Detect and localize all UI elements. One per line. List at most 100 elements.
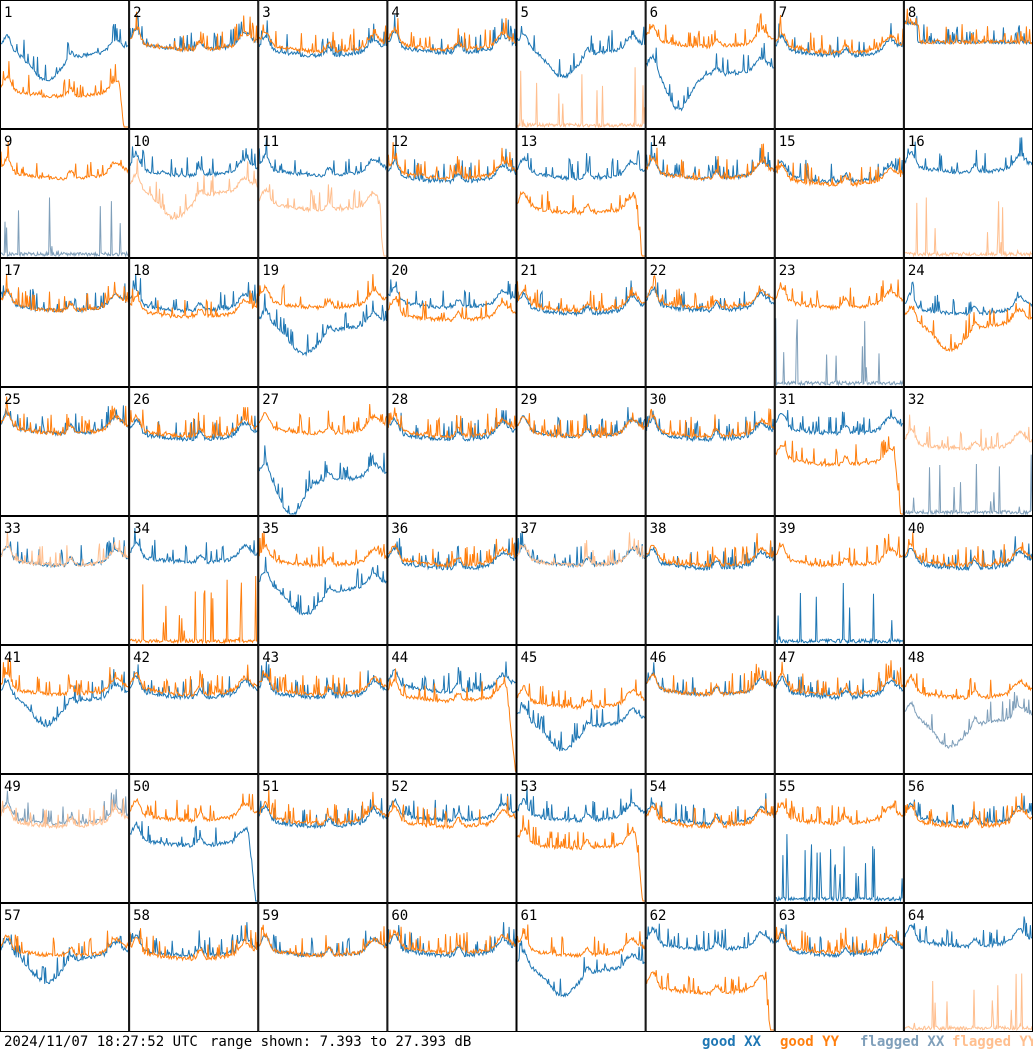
panel-label-56: 56 <box>908 779 925 795</box>
series-yy-panel-33 <box>0 531 129 568</box>
footer-bar: 2024/11/07 18:27:52 UTC range shown: 7.3… <box>0 1032 1033 1053</box>
panel-32: 32 <box>903 387 1033 516</box>
panel-border-59 <box>258 903 388 1032</box>
panel-label-53: 53 <box>521 779 538 795</box>
panel-label-48: 48 <box>908 650 925 666</box>
panel-border-39 <box>774 516 904 645</box>
series-xx-panel-19 <box>258 293 387 357</box>
series-yy-panel-54 <box>646 798 775 830</box>
legend-good-xx: good XX <box>702 1034 762 1050</box>
panel-border-5 <box>516 0 646 129</box>
panel-label-52: 52 <box>391 779 408 795</box>
series-yy-panel-2 <box>129 11 258 53</box>
series-xx-panel-16 <box>904 137 1033 175</box>
panel-9: 9 <box>0 129 130 258</box>
panel-border-7 <box>774 0 904 129</box>
panel-6: 6 <box>645 0 775 129</box>
series-xx-panel-18 <box>129 274 258 314</box>
series-xx-panel-55 <box>775 834 904 903</box>
panel-border-21 <box>516 258 646 387</box>
series-xx-panel-4 <box>388 14 516 56</box>
panel-2: 2 <box>129 0 259 129</box>
series-yy-panel-31 <box>775 436 903 515</box>
panel-border-35 <box>258 516 388 645</box>
series-yy-panel-10 <box>129 158 258 221</box>
panel-label-13: 13 <box>521 134 538 150</box>
panel-border-58 <box>129 903 259 1032</box>
series-yy-panel-26 <box>129 407 258 439</box>
panel-label-64: 64 <box>908 908 925 924</box>
panel-18: 18 <box>129 258 259 387</box>
panel-label-26: 26 <box>133 392 150 408</box>
panel-label-35: 35 <box>262 521 279 537</box>
panel-label-33: 33 <box>4 521 21 537</box>
series-xx-panel-6 <box>646 42 774 112</box>
panel-border-52 <box>387 774 517 903</box>
panel-border-17 <box>0 258 130 387</box>
panel-label-47: 47 <box>779 650 796 666</box>
series-xx-panel-33 <box>0 537 129 569</box>
panel-label-3: 3 <box>262 5 270 21</box>
panel-label-19: 19 <box>262 263 279 279</box>
panel-label-29: 29 <box>521 392 538 408</box>
panel-label-8: 8 <box>908 5 916 21</box>
panel-border-31 <box>774 387 904 516</box>
panel-28: 28 <box>387 387 517 516</box>
series-yy-panel-16 <box>904 197 1033 258</box>
panel-label-44: 44 <box>391 650 408 666</box>
panel-border-63 <box>774 903 904 1032</box>
panel-label-16: 16 <box>908 134 925 150</box>
panel-22: 22 <box>645 258 775 387</box>
series-yy-panel-42 <box>129 664 258 697</box>
panel-label-11: 11 <box>262 134 279 150</box>
panel-label-7: 7 <box>779 5 787 21</box>
panel-border-42 <box>129 645 259 774</box>
series-yy-panel-24 <box>904 302 1033 352</box>
series-yy-panel-43 <box>258 668 387 698</box>
panel-31: 31 <box>774 387 904 516</box>
series-xx-panel-9 <box>0 197 129 258</box>
series-yy-panel-45 <box>517 679 645 711</box>
panel-border-44 <box>387 645 517 774</box>
series-xx-panel-10 <box>129 146 258 179</box>
panel-border-62 <box>645 903 775 1032</box>
series-yy-panel-13 <box>517 190 645 257</box>
series-xx-panel-44 <box>387 661 516 694</box>
panel-54: 54 <box>645 774 775 903</box>
series-yy-panel-55 <box>775 798 904 827</box>
panel-border-29 <box>516 387 646 516</box>
panel-59: 59 <box>258 903 388 1032</box>
series-xx-panel-26 <box>129 415 258 442</box>
panel-label-43: 43 <box>262 650 279 666</box>
panel-47: 47 <box>774 645 904 774</box>
panel-border-45 <box>516 645 646 774</box>
series-xx-panel-53 <box>517 786 646 824</box>
series-xx-panel-63 <box>775 924 904 959</box>
panel-border-23 <box>774 258 904 387</box>
series-yy-panel-12 <box>387 142 516 182</box>
panel-label-30: 30 <box>650 392 667 408</box>
timestamp-label: 2024/11/07 18:27:52 UTC <box>4 1034 198 1050</box>
series-yy-panel-21 <box>517 281 645 315</box>
panel-border-9 <box>0 129 130 258</box>
panel-border-22 <box>645 258 775 387</box>
panel-7: 7 <box>774 0 904 129</box>
panel-border-13 <box>516 129 646 258</box>
series-yy-panel-64 <box>904 973 1033 1032</box>
panel-label-38: 38 <box>650 521 667 537</box>
panel-49: 49 <box>0 774 130 903</box>
panel-label-6: 6 <box>650 5 658 21</box>
series-xx-panel-50 <box>129 821 258 902</box>
series-xx-panel-62 <box>646 923 775 952</box>
series-xx-panel-13 <box>517 150 646 182</box>
panel-border-18 <box>129 258 259 387</box>
panel-40: 40 <box>903 516 1033 645</box>
series-xx-panel-11 <box>258 138 387 178</box>
panel-17: 17 <box>0 258 130 387</box>
series-xx-panel-8 <box>904 15 1033 46</box>
panel-border-15 <box>774 129 904 258</box>
series-yy-panel-11 <box>258 184 387 257</box>
panel-border-50 <box>129 774 259 903</box>
